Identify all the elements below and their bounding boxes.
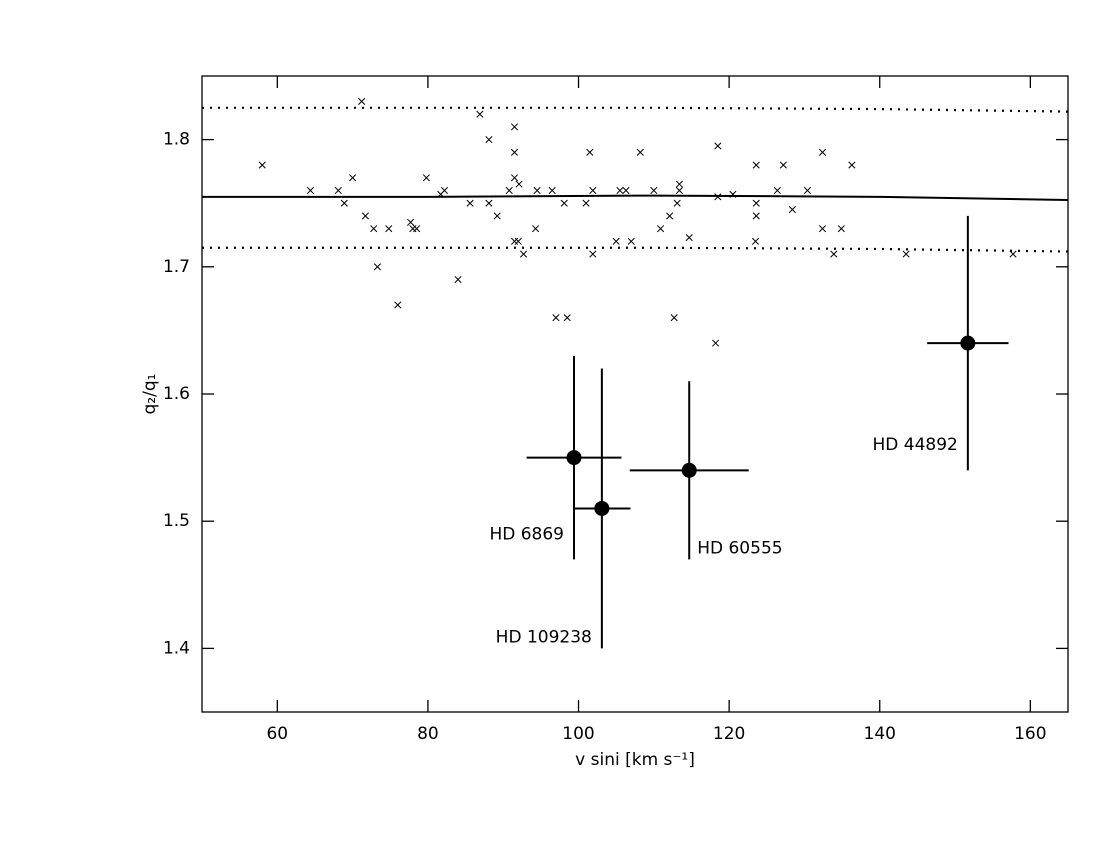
cross-point bbox=[803, 186, 812, 195]
fit-line bbox=[202, 246, 1069, 253]
cross-point bbox=[712, 339, 720, 347]
cross-point bbox=[622, 186, 630, 195]
cross-point bbox=[788, 206, 796, 214]
cross-point bbox=[340, 199, 348, 207]
plot-frame bbox=[201, 75, 1069, 713]
cross-point bbox=[258, 161, 266, 169]
cross-point bbox=[466, 199, 474, 207]
x-tick-label: 120 bbox=[713, 724, 745, 744]
cross-point bbox=[560, 199, 568, 207]
cross-point bbox=[349, 174, 357, 182]
x-tick-label: 160 bbox=[1014, 724, 1046, 744]
cross-point bbox=[779, 161, 787, 169]
cross-point bbox=[454, 275, 462, 284]
cross-point bbox=[818, 225, 827, 233]
cross-point bbox=[407, 218, 415, 226]
cross-point bbox=[533, 186, 541, 195]
cross-point bbox=[673, 199, 681, 207]
cross-point bbox=[675, 180, 683, 188]
cross-point bbox=[394, 301, 402, 309]
fit-line bbox=[202, 194, 1069, 202]
cross-point bbox=[752, 212, 760, 220]
cross-point bbox=[485, 136, 493, 144]
cross-point bbox=[616, 186, 624, 195]
cross-point bbox=[685, 233, 693, 242]
cross-point bbox=[552, 314, 560, 322]
cross-point bbox=[532, 225, 540, 233]
y-axis-label: q₂/q₁ bbox=[140, 374, 160, 415]
cross-point bbox=[476, 110, 484, 118]
star-label: HD 6869 bbox=[489, 525, 564, 545]
x-tick-label: 60 bbox=[266, 724, 288, 744]
cross-point bbox=[666, 212, 674, 220]
star-point bbox=[566, 450, 582, 466]
cross-point bbox=[752, 199, 760, 207]
star-label: HD 60555 bbox=[697, 538, 782, 558]
cross-point bbox=[515, 180, 523, 188]
cross-point bbox=[510, 237, 519, 245]
star-label: HD 109238 bbox=[496, 627, 592, 647]
cross-point bbox=[589, 186, 597, 195]
cross-point bbox=[358, 97, 366, 105]
y-tick-label: 1.4 bbox=[163, 638, 190, 658]
cross-point bbox=[589, 250, 597, 258]
cross-point bbox=[657, 225, 665, 233]
cross-point bbox=[729, 190, 737, 198]
x-tick-label: 100 bbox=[562, 724, 594, 744]
cross-point bbox=[714, 142, 722, 150]
star-point bbox=[594, 500, 610, 516]
cross-point bbox=[510, 123, 519, 131]
cross-point bbox=[510, 148, 519, 156]
cross-point bbox=[514, 237, 522, 245]
cross-point bbox=[773, 186, 781, 195]
cross-point bbox=[373, 263, 382, 271]
cross-point bbox=[582, 199, 590, 207]
cross-point bbox=[306, 186, 314, 195]
cross-point bbox=[818, 148, 827, 156]
cross-point bbox=[385, 225, 393, 233]
cross-point bbox=[519, 250, 528, 258]
cross-point bbox=[636, 148, 644, 156]
cross-point bbox=[548, 186, 556, 195]
cross-point bbox=[413, 225, 421, 233]
fit-line bbox=[202, 106, 1069, 113]
star-point bbox=[681, 462, 697, 478]
cross-point bbox=[650, 186, 658, 195]
cross-point bbox=[485, 199, 493, 207]
cross-point bbox=[493, 212, 501, 220]
cross-point bbox=[675, 186, 683, 195]
cross-point bbox=[563, 314, 571, 322]
cross-point bbox=[409, 225, 417, 233]
y-tick-label: 1.5 bbox=[163, 511, 190, 531]
star-label: HD 44892 bbox=[872, 435, 957, 455]
cross-point bbox=[714, 193, 722, 201]
cross-point bbox=[505, 186, 513, 195]
star-point bbox=[960, 335, 976, 351]
cross-point bbox=[752, 161, 760, 169]
cross-point bbox=[751, 237, 760, 245]
cross-point bbox=[334, 186, 342, 195]
cross-point bbox=[370, 225, 378, 233]
x-axis-label: v sini [km s⁻¹] bbox=[575, 750, 695, 770]
cross-point bbox=[848, 161, 856, 169]
cross-point bbox=[422, 174, 430, 182]
cross-point bbox=[627, 237, 635, 245]
y-tick-label: 1.7 bbox=[163, 257, 190, 277]
cross-point bbox=[361, 212, 369, 220]
cross-point bbox=[612, 237, 620, 245]
cross-point bbox=[1009, 250, 1017, 258]
cross-point bbox=[830, 250, 838, 258]
cross-point bbox=[510, 174, 519, 182]
cross-point bbox=[670, 314, 678, 322]
x-tick-label: 140 bbox=[864, 724, 896, 744]
y-tick-label: 1.6 bbox=[163, 384, 190, 404]
cross-point bbox=[440, 186, 449, 195]
cross-point bbox=[586, 148, 594, 156]
cross-point bbox=[837, 225, 845, 233]
y-tick-label: 1.8 bbox=[163, 130, 190, 150]
x-tick-label: 80 bbox=[417, 724, 439, 744]
cross-point bbox=[902, 250, 910, 258]
